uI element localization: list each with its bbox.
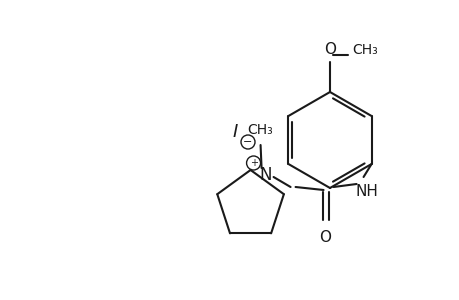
Text: I: I xyxy=(232,123,237,141)
Text: CH₃: CH₃ xyxy=(351,43,377,57)
Text: O: O xyxy=(319,230,331,245)
Text: O: O xyxy=(323,42,335,57)
Text: NH: NH xyxy=(354,184,377,199)
Text: CH₃: CH₃ xyxy=(247,123,273,137)
Text: +: + xyxy=(249,158,257,168)
Text: −: − xyxy=(243,137,252,147)
Text: N: N xyxy=(259,166,271,184)
